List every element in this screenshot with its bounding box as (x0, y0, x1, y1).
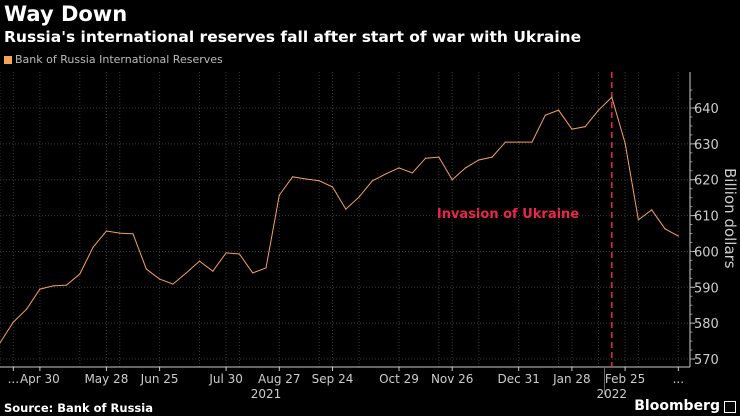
data-point (664, 228, 666, 230)
y-tick-label: 640 (694, 102, 719, 117)
data-point (425, 157, 427, 159)
data-point (318, 180, 320, 182)
data-point (518, 141, 520, 143)
x-tick-label: Aug 27 (258, 372, 301, 386)
data-point (105, 230, 107, 232)
data-point (159, 278, 161, 280)
data-point (491, 156, 493, 158)
data-point (597, 109, 600, 111)
data-point (637, 219, 640, 221)
data-point (265, 267, 267, 269)
data-point (651, 209, 653, 211)
invasion-annotation: Invasion of Ukraine (437, 207, 579, 222)
data-point (278, 194, 280, 196)
x-tick-label: Jun 25 (140, 372, 179, 386)
y-axis-label: Billion dollars (721, 168, 739, 269)
year-label: 2022 (597, 387, 628, 401)
data-point (252, 272, 254, 274)
data-point (411, 172, 413, 174)
x-tick-label: Apr 30 (20, 372, 60, 386)
x-tick-label: Jul 30 (208, 372, 243, 386)
data-point (584, 126, 586, 128)
x-tick-label: Dec 31 (498, 372, 540, 386)
data-point (185, 272, 187, 274)
source-note: Source: Bank of Russia (4, 401, 153, 415)
y-tick-label: 590 (694, 281, 719, 296)
data-point (225, 252, 227, 254)
data-point (504, 141, 506, 143)
x-tick-label: Jan 28 (552, 372, 591, 386)
x-tick-label: ... (673, 372, 684, 386)
bloomberg-icon (724, 401, 736, 413)
data-point (119, 232, 121, 234)
x-tick-label: ... (8, 372, 19, 386)
data-point (464, 167, 467, 169)
y-tick-label: 600 (694, 245, 719, 260)
y-tick-label: 610 (694, 210, 719, 225)
data-point (39, 288, 41, 290)
data-point (531, 141, 533, 143)
data-point (212, 270, 214, 272)
data-point (292, 176, 294, 178)
data-point (611, 96, 613, 98)
y-tick-label: 620 (694, 174, 719, 189)
data-point (12, 321, 14, 323)
y-tick-label: 580 (694, 317, 719, 332)
data-point (198, 260, 201, 262)
data-point (0, 342, 1, 344)
data-point (52, 285, 54, 287)
brand-logo: Bloomberg (634, 398, 720, 414)
data-point (79, 273, 81, 275)
chart-title: Way Down (4, 2, 128, 26)
y-tick-label: 570 (694, 353, 719, 368)
data-point (65, 284, 68, 286)
x-tick-label: Feb 25 (605, 372, 645, 386)
data-point (385, 173, 387, 175)
data-point (26, 308, 28, 310)
data-point (624, 142, 626, 144)
chart-subtitle: Russia's international reserves fall aft… (4, 28, 582, 46)
data-point (371, 180, 373, 182)
data-point (558, 109, 560, 111)
y-tick-label: 630 (694, 138, 719, 153)
data-point (132, 233, 134, 235)
legend-swatch (4, 55, 12, 64)
data-point (331, 186, 334, 188)
data-point (438, 156, 440, 158)
data-point (478, 159, 480, 161)
x-tick-label: Nov 26 (431, 372, 474, 386)
data-point (345, 208, 347, 210)
year-label: 2021 (251, 387, 282, 401)
legend-label: Bank of Russia International Reserves (15, 53, 223, 66)
data-point (358, 196, 360, 198)
reserves-line (0, 96, 679, 344)
data-point (238, 253, 240, 255)
x-tick-label: May 28 (84, 372, 128, 386)
data-point (305, 178, 307, 180)
data-point (92, 246, 94, 248)
data-point (172, 283, 174, 285)
data-point (451, 179, 453, 181)
data-point (145, 268, 147, 270)
data-point (677, 235, 679, 237)
data-point (544, 114, 546, 116)
data-point (571, 128, 573, 130)
legend: Bank of Russia International Reserves (4, 53, 223, 66)
data-point (398, 167, 400, 169)
x-tick-label: Sep 24 (312, 372, 354, 386)
x-tick-label: Oct 29 (379, 372, 419, 386)
